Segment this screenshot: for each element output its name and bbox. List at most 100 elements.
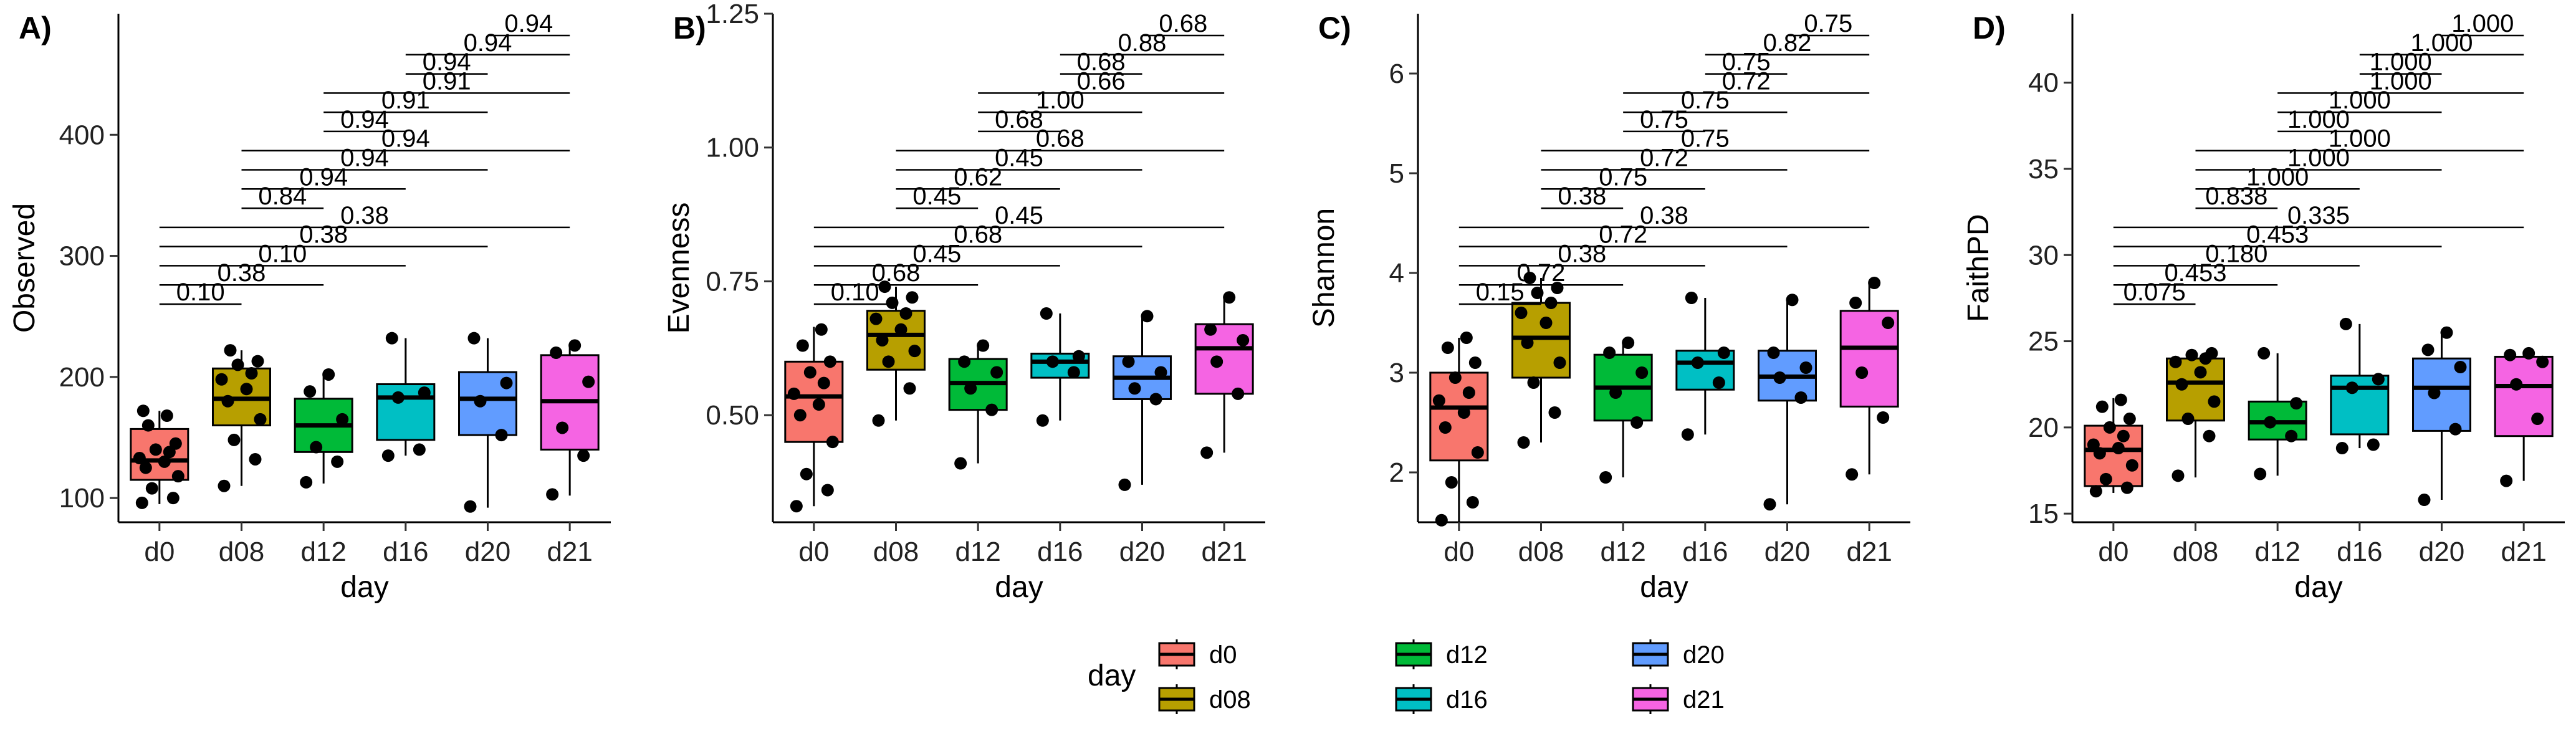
comparison-p-value: 0.68: [1036, 125, 1085, 153]
data-point: [231, 358, 244, 371]
data-point: [826, 436, 839, 449]
legend-key-d16: [1395, 684, 1432, 714]
data-point: [1036, 414, 1049, 427]
data-point: [876, 333, 889, 346]
x-tick-label: d0: [2098, 537, 2128, 567]
comparison-p-value: 0.38: [1558, 240, 1606, 267]
comparison-p-value: 0.38: [340, 202, 389, 229]
data-point: [251, 355, 264, 368]
data-point: [903, 382, 916, 395]
comparison-p-value: 0.68: [872, 259, 921, 287]
data-point: [227, 433, 241, 446]
data-point: [1794, 391, 1808, 404]
data-point: [1149, 393, 1162, 406]
data-point: [1067, 366, 1080, 379]
x-tick-label: d12: [2254, 537, 2300, 567]
y-axis-title: Shannon: [1308, 208, 1341, 328]
y-tick-label: 1.25: [706, 0, 759, 29]
data-point: [1717, 346, 1730, 359]
data-point: [2510, 378, 2523, 391]
comparison-p-value: 0.68: [995, 106, 1043, 133]
comparison-p-value: 0.45: [912, 240, 961, 267]
data-point: [990, 366, 1003, 379]
data-point: [1773, 371, 1786, 384]
data-point: [2290, 397, 2303, 410]
legend-key-d0: [1158, 639, 1195, 669]
panel-label: D): [1973, 11, 2006, 45]
x-tick-label: d20: [2419, 537, 2464, 567]
data-point: [1515, 307, 1528, 319]
data-point: [2258, 346, 2271, 360]
data-point: [550, 346, 563, 359]
data-point: [135, 496, 148, 509]
data-point: [310, 441, 323, 454]
data-point: [823, 355, 836, 368]
data-point: [1118, 478, 1131, 491]
comparison-p-value: 0.45: [995, 145, 1043, 172]
data-point: [869, 312, 883, 325]
data-point: [1527, 376, 1540, 389]
comparison-p-value: 0.453: [2164, 259, 2226, 287]
comparison-p-value: 1.000: [2287, 106, 2350, 133]
data-point: [240, 383, 253, 396]
y-tick-label: 15: [2028, 499, 2059, 529]
data-point: [793, 409, 807, 422]
data-point: [2449, 423, 2462, 436]
box-d21: [2494, 355, 2554, 437]
data-point: [556, 421, 569, 434]
data-point: [158, 455, 171, 468]
data-point: [464, 500, 477, 513]
y-tick-label: 2: [1389, 457, 1404, 488]
legend: day d0 d08 d12 d16 d20 d21: [1088, 639, 1725, 714]
data-point: [2120, 481, 2133, 494]
data-point: [2112, 442, 2125, 455]
legend-entry-label: d16: [1446, 686, 1488, 714]
comparison-p-value: 1.000: [2329, 87, 2391, 114]
legend-key-d21: [1632, 684, 1669, 714]
x-axis-title: day: [1640, 571, 1688, 604]
data-point: [1630, 416, 1644, 429]
data-point: [221, 394, 234, 408]
data-point: [1439, 421, 1452, 434]
data-point: [413, 443, 426, 456]
data-point: [1432, 394, 1445, 407]
data-point: [218, 479, 231, 492]
y-tick-label: 1.00: [706, 133, 759, 163]
data-point: [2345, 381, 2358, 394]
data-point: [906, 291, 919, 304]
data-point: [1072, 350, 1085, 363]
y-axis-title: Observed: [8, 203, 41, 333]
data-point: [1882, 317, 1895, 329]
x-tick-label: d21: [1201, 537, 1247, 567]
comparison-p-value: 0.91: [423, 67, 471, 95]
x-tick-label: d16: [383, 537, 428, 567]
panel-label: B): [673, 11, 706, 45]
data-point: [1553, 356, 1566, 369]
comparison-p-value: 0.66: [1077, 67, 1126, 95]
legend-key-d08: [1158, 684, 1195, 714]
data-point: [171, 470, 184, 483]
data-point: [796, 339, 809, 352]
data-point: [1460, 332, 1473, 344]
data-point: [1681, 428, 1694, 441]
data-point: [2536, 355, 2549, 368]
data-point: [385, 332, 398, 345]
comparison-p-value: 1.000: [2410, 29, 2473, 57]
comparison-p-value: 0.94: [340, 106, 389, 133]
data-point: [166, 492, 180, 505]
x-tick-label: d0: [1444, 537, 1474, 567]
data-point: [2125, 459, 2138, 472]
data-point: [2285, 429, 2298, 442]
legend-key-d20: [1632, 639, 1669, 669]
comparison-p-value: 0.75: [1681, 87, 1730, 114]
data-point: [254, 413, 267, 426]
data-point: [1849, 297, 1862, 309]
y-tick-label: 4: [1389, 258, 1404, 289]
comparison-p-value: 0.38: [1640, 202, 1688, 229]
data-point: [495, 429, 508, 442]
data-point: [886, 296, 899, 309]
data-point: [2205, 346, 2218, 360]
data-point: [1448, 371, 1462, 384]
x-tick-label: d0: [144, 537, 175, 567]
